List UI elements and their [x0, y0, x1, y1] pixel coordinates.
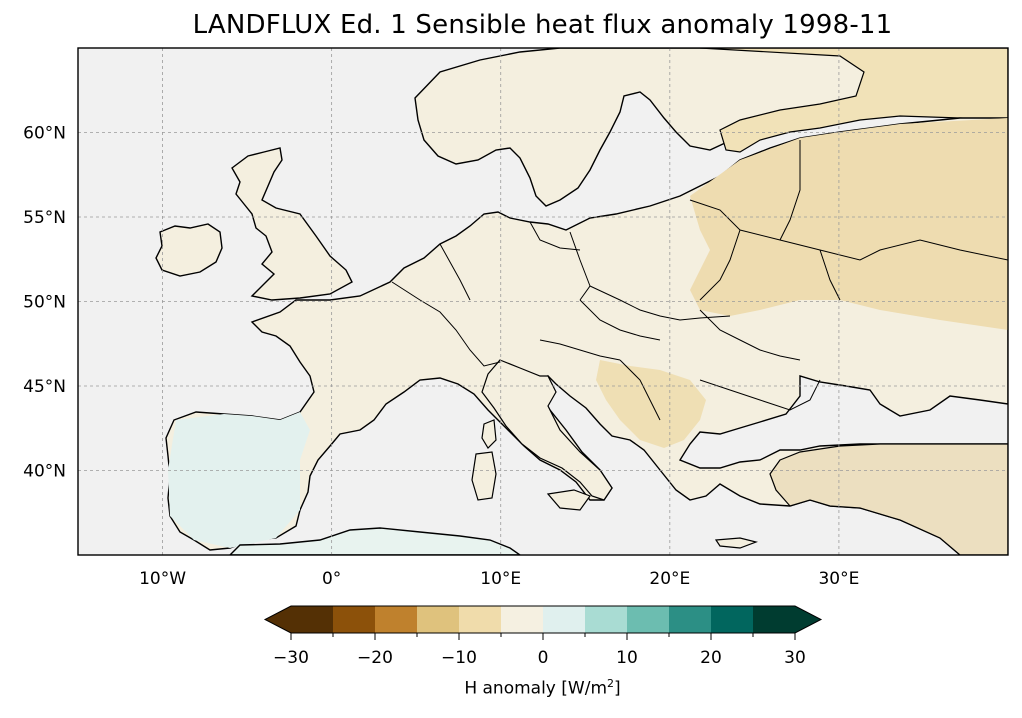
- colorbar-segment: [627, 606, 670, 633]
- land-scandinavia: [414, 48, 871, 207]
- colorbar-label-prefix: H anomaly [W/m: [464, 678, 608, 699]
- country-borders: [391, 140, 1008, 421]
- lon-tick-label: 10°W: [139, 569, 186, 589]
- land-great-britain: [231, 147, 353, 301]
- colorbar-tick-label: −10: [441, 648, 477, 668]
- longitude-tick-labels: 10°W 0° 10°E 20°E 30°E: [139, 569, 859, 589]
- colorbar-segment: [669, 606, 712, 633]
- colorbar-segment: [753, 606, 796, 633]
- land-eastern-europe-tan: [690, 118, 1008, 330]
- colorbar-segment: [711, 606, 754, 633]
- colorbar-tick-label: 20: [700, 648, 722, 668]
- land-turkey: [769, 443, 1008, 555]
- lon-tick-label: 0°: [322, 569, 341, 589]
- colorbar-label-sup: 2: [607, 677, 615, 690]
- colorbar-tick-label: 0: [538, 648, 549, 668]
- colorbar-extend-min: [265, 606, 291, 633]
- colorbar: −30 −20 −10 0 10 20 30: [263, 605, 823, 668]
- map-title: LANDFLUX Ed. 1 Sensible heat flux anomal…: [192, 10, 893, 40]
- latitude-tick-labels: 40°N 45°N 50°N 55°N 60°N: [23, 124, 66, 482]
- land-crete: [714, 537, 759, 549]
- colorbar-segment: [501, 606, 544, 633]
- colorbar-segment: [459, 606, 502, 633]
- lon-tick-label: 30°E: [818, 569, 859, 589]
- colorbar-label-suffix: ]: [614, 678, 621, 699]
- lon-tick-label: 10°E: [480, 569, 521, 589]
- land-balkans-tan: [596, 360, 706, 448]
- map-frame: [77, 47, 1009, 556]
- lat-tick-label: 60°N: [23, 124, 66, 144]
- lat-tick-label: 55°N: [23, 208, 66, 228]
- colorbar-tick-label: −20: [357, 648, 393, 668]
- colorbar-extend-max: [795, 606, 821, 633]
- colorbar-tick-label: 30: [784, 648, 806, 668]
- gridlines: [78, 48, 1008, 555]
- land-north-africa: [229, 527, 522, 555]
- land-ireland: [155, 223, 223, 277]
- colorbar-segment: [375, 606, 418, 633]
- map-land-layer: [155, 48, 1008, 555]
- lon-tick-label: 20°E: [649, 569, 690, 589]
- colorbar-segment: [291, 606, 334, 633]
- lat-tick-label: 50°N: [23, 293, 66, 313]
- land-sicily: [546, 489, 591, 511]
- lat-tick-label: 40°N: [23, 462, 66, 482]
- colorbar-segment: [585, 606, 628, 633]
- lat-tick-label: 45°N: [23, 377, 66, 397]
- colorbar-segment: [333, 606, 376, 633]
- land-corsica: [481, 419, 497, 449]
- colorbar-tick-label: −30: [273, 648, 309, 668]
- land-iberia-teal: [168, 412, 310, 548]
- colorbar-label: H anomaly [W/m2]: [265, 677, 820, 699]
- colorbar-segment: [543, 606, 586, 633]
- colorbar-tick-label: 10: [616, 648, 638, 668]
- colorbar-segment: [417, 606, 460, 633]
- land-sardinia: [471, 451, 497, 501]
- land-italy: [481, 359, 613, 501]
